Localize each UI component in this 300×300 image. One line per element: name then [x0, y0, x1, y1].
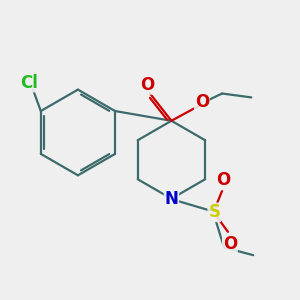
Text: Cl: Cl	[20, 74, 38, 92]
Text: O: O	[216, 171, 230, 189]
Text: O: O	[195, 93, 209, 111]
Text: S: S	[208, 203, 220, 221]
Text: N: N	[164, 190, 178, 208]
Text: O: O	[223, 235, 237, 253]
Text: O: O	[140, 76, 154, 94]
